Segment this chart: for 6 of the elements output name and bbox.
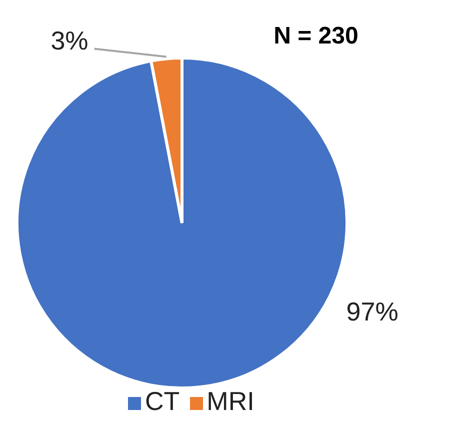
legend-label: CT <box>145 386 180 416</box>
chart-title: N = 230 <box>274 22 358 50</box>
legend-label: MRI <box>206 386 254 416</box>
data-label: 97% <box>346 296 398 327</box>
data-label: 3% <box>50 26 88 56</box>
pie-slice <box>16 56 348 390</box>
